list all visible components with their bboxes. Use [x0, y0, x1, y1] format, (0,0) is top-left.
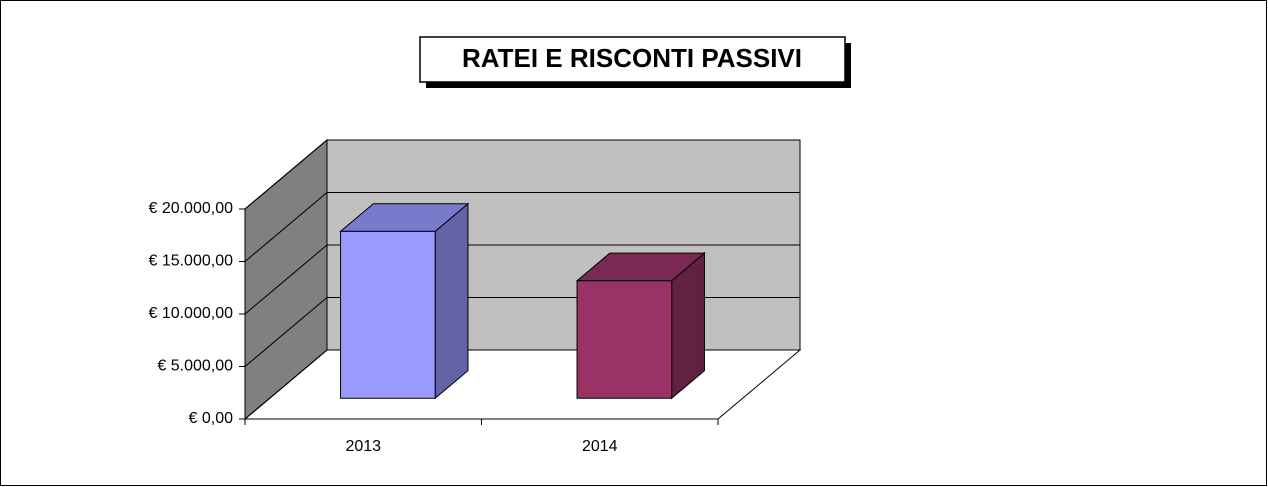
- grid-line: [244, 139, 328, 210]
- y-tick-label: € 20.000,00: [148, 200, 233, 217]
- chart-title: RATEI E RISCONTI PASSIVI: [462, 43, 802, 73]
- bar: [340, 230, 436, 399]
- bar: [576, 280, 673, 399]
- y-tick-label: € 15.000,00: [148, 253, 233, 270]
- floor: [243, 349, 802, 420]
- bar-side: [434, 202, 469, 400]
- y-tick-label: € 10.000,00: [148, 305, 233, 322]
- title-box: [419, 36, 846, 83]
- grid-line: [244, 349, 328, 420]
- grid-line: [244, 244, 328, 315]
- grid-line: [244, 297, 328, 367]
- y-tick-label: € 5.000,00: [157, 358, 233, 375]
- plot-area: € 0,00 € 5.000,00 € 10.000,00 € 15.000,00 € …: [148, 138, 802, 455]
- x-tick-label: 2014: [582, 438, 618, 455]
- grid-line: [244, 192, 328, 262]
- y-tick-label: € 0,00: [189, 410, 234, 427]
- x-tick-label: 2013: [345, 438, 381, 455]
